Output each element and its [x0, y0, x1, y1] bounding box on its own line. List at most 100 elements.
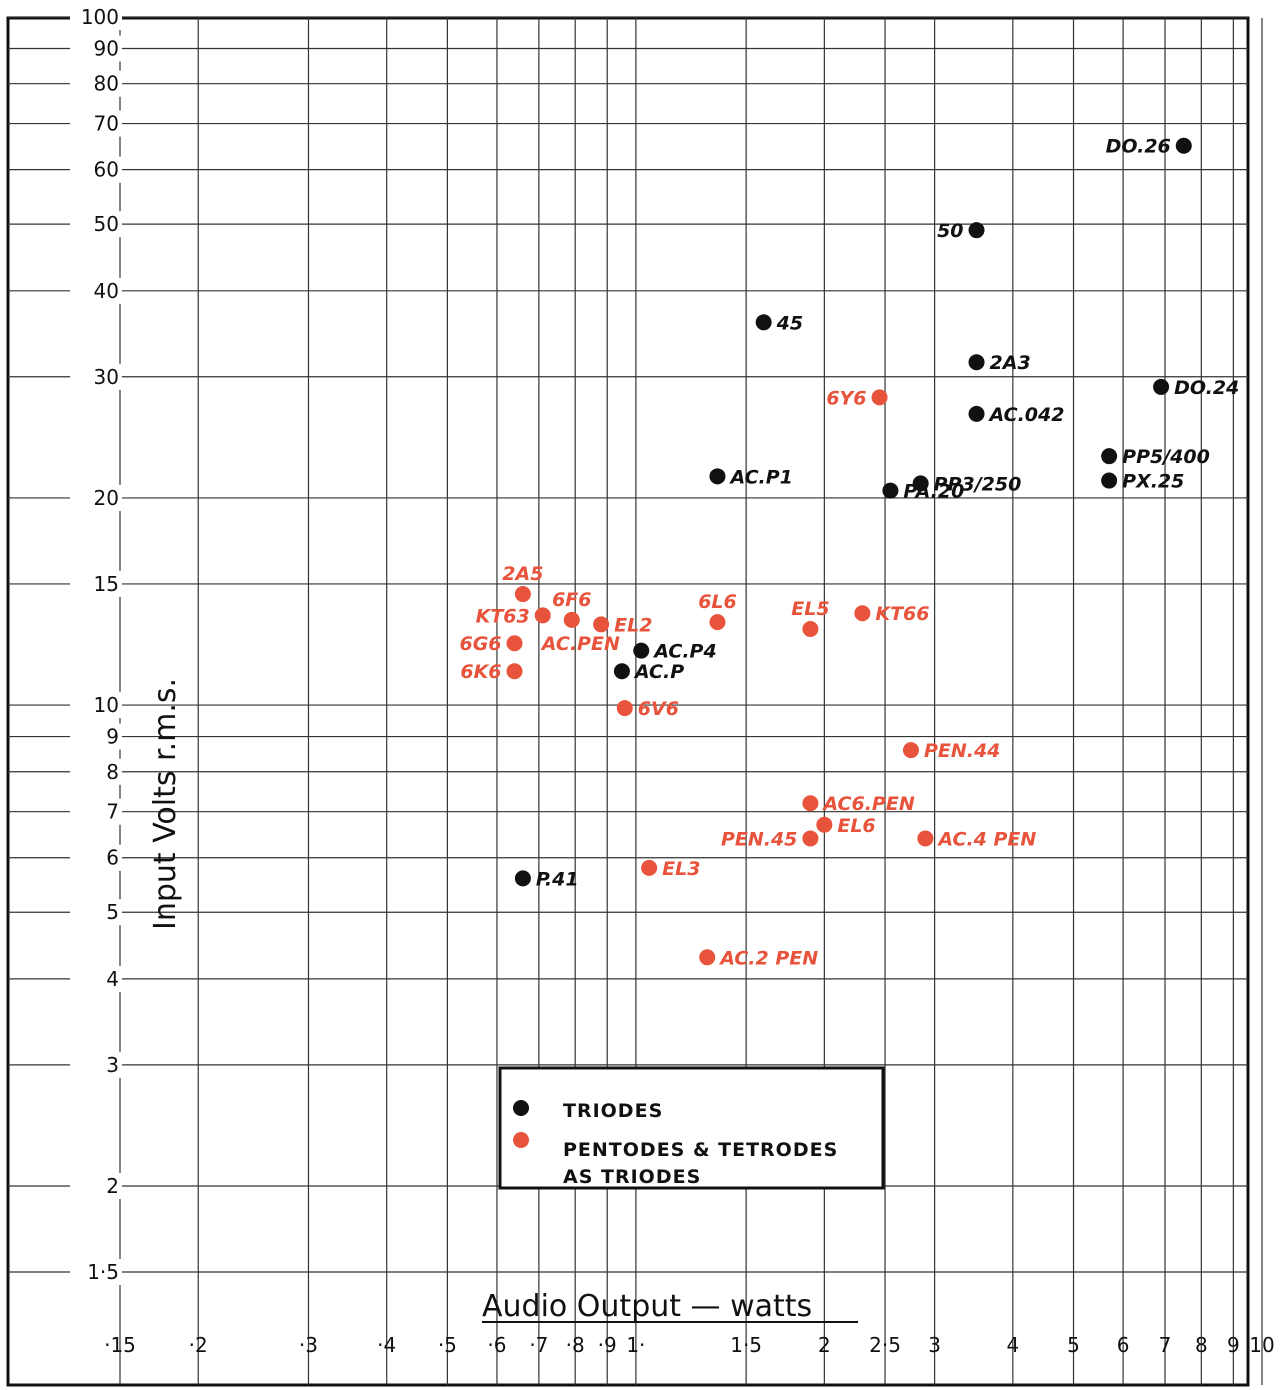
data-point [709, 468, 726, 485]
y-tick-label-bg [70, 758, 122, 785]
y-tick-label-bg [70, 1259, 122, 1285]
x-tick-label: ·15 [104, 1333, 136, 1357]
y-tick-label: 20 [94, 486, 119, 510]
data-point [613, 663, 630, 680]
data-point-label: 6Y6 [826, 387, 866, 409]
x-tick-label: 7 [1159, 1333, 1172, 1357]
y-tick-label-bg [70, 1051, 122, 1078]
y-tick-label-bg [70, 723, 122, 750]
y-tick-label: 100 [81, 5, 119, 29]
y-tick-label-bg [70, 844, 122, 871]
data-point-label: AC.4 PEN [936, 828, 1036, 850]
data-point [882, 482, 899, 499]
data-point [968, 405, 985, 422]
legend: TRIODES PENTODES & TETRODES AS TRIODES [498, 1066, 885, 1190]
data-point [802, 620, 819, 637]
y-tick-label: 9 [106, 725, 119, 749]
data-point-label: 6F6 [552, 589, 591, 611]
legend-label-triodes: TRIODES [563, 1100, 663, 1122]
x-tick-label: 3 [928, 1333, 941, 1357]
data-point [854, 605, 871, 622]
data-point [1153, 378, 1170, 395]
data-point-label: AC.042 [988, 404, 1065, 426]
x-tick-label: ·3 [299, 1333, 318, 1357]
data-point [802, 830, 819, 847]
data-point-label: AC.P1 [728, 466, 792, 488]
data-point [902, 742, 919, 759]
x-tick-label: ·8 [566, 1333, 585, 1357]
data-point-label: 6L6 [698, 591, 737, 613]
y-axis-title: Input Volts r.m.s. [148, 678, 183, 930]
y-tick-label: 2 [106, 1174, 119, 1198]
data-point-label: PP3/250 [934, 473, 1022, 495]
data-point-label: 6K6 [460, 661, 501, 683]
y-tick-label: 40 [94, 279, 119, 303]
x-axis-title: Audio Output — watts [482, 1289, 812, 1324]
x-tick-label: ·7 [529, 1333, 548, 1357]
data-point-label: 6G6 [459, 633, 501, 655]
y-tick-label-bg [70, 35, 122, 62]
legend-box [498, 1066, 885, 1190]
data-point [802, 795, 819, 812]
y-tick-label-bg [70, 570, 122, 597]
y-tick-label-bg [70, 965, 122, 992]
y-tick-label-bg [70, 110, 122, 137]
data-point-label: DO.26 [1106, 136, 1171, 158]
x-tick-label: 2·5 [869, 1333, 901, 1357]
data-point-label: 2A3 [990, 352, 1031, 374]
y-tick-label: 4 [106, 967, 119, 991]
y-tick-label: 1·5 [87, 1260, 119, 1284]
y-tick-label: 50 [94, 212, 119, 236]
y-tick-label: 10 [94, 693, 119, 717]
y-tick-label-bg [70, 156, 122, 183]
x-tick-label: ·9 [598, 1333, 617, 1357]
y-tick-label: 7 [106, 800, 119, 824]
x-tick-label: 9 [1227, 1333, 1240, 1357]
data-point-label: DO.24 [1174, 377, 1239, 399]
data-point-label: P.41 [536, 868, 579, 890]
data-point-label: KT66 [875, 603, 929, 625]
y-tick-label: 6 [106, 846, 119, 870]
data-point-label: AC.P4 [652, 641, 716, 663]
y-tick-label-bg [70, 1173, 122, 1200]
data-point [917, 830, 934, 847]
y-tick-label-bg [70, 899, 122, 926]
data-point [968, 222, 985, 239]
data-point-label: 6V6 [638, 698, 679, 720]
data-point [593, 616, 610, 633]
data-point-label: EL2 [614, 614, 652, 636]
data-point [1101, 448, 1118, 465]
data-point [506, 663, 523, 680]
data-point-label: PEN.45 [721, 828, 797, 850]
y-tick-label: 5 [106, 900, 119, 924]
y-tick-label-bg [70, 692, 122, 719]
x-tick-label: ·2 [189, 1333, 208, 1357]
y-tick-label: 90 [94, 36, 119, 60]
y-tick-label: 60 [94, 158, 119, 182]
y-tick-label-bg [70, 4, 122, 30]
x-tick-label: 1· [626, 1333, 645, 1357]
legend-marker-triodes [513, 1100, 529, 1116]
data-point-label: EL5 [791, 598, 829, 620]
data-point [633, 642, 650, 659]
data-point [968, 354, 985, 371]
data-point [1175, 137, 1192, 154]
x-tick-label: 10 [1249, 1333, 1274, 1357]
x-tick-label: 5 [1067, 1333, 1080, 1357]
data-point-label: PEN.44 [924, 740, 1000, 762]
y-tick-label: 3 [106, 1053, 119, 1077]
x-tick-label: 6 [1117, 1333, 1130, 1357]
data-point-label: 2A5 [502, 563, 543, 585]
data-point-label: AC.2 PEN [718, 947, 818, 969]
data-point [506, 635, 523, 652]
data-point [514, 870, 531, 887]
legend-label-as-triodes: AS TRIODES [563, 1166, 701, 1188]
x-tick-label: ·4 [377, 1333, 396, 1357]
y-tick-label-bg [70, 211, 122, 238]
x-tick-label: ·5 [438, 1333, 457, 1357]
data-point [1101, 472, 1118, 489]
data-point-label: 50 [937, 220, 963, 242]
x-tick-label: ·6 [487, 1333, 506, 1357]
